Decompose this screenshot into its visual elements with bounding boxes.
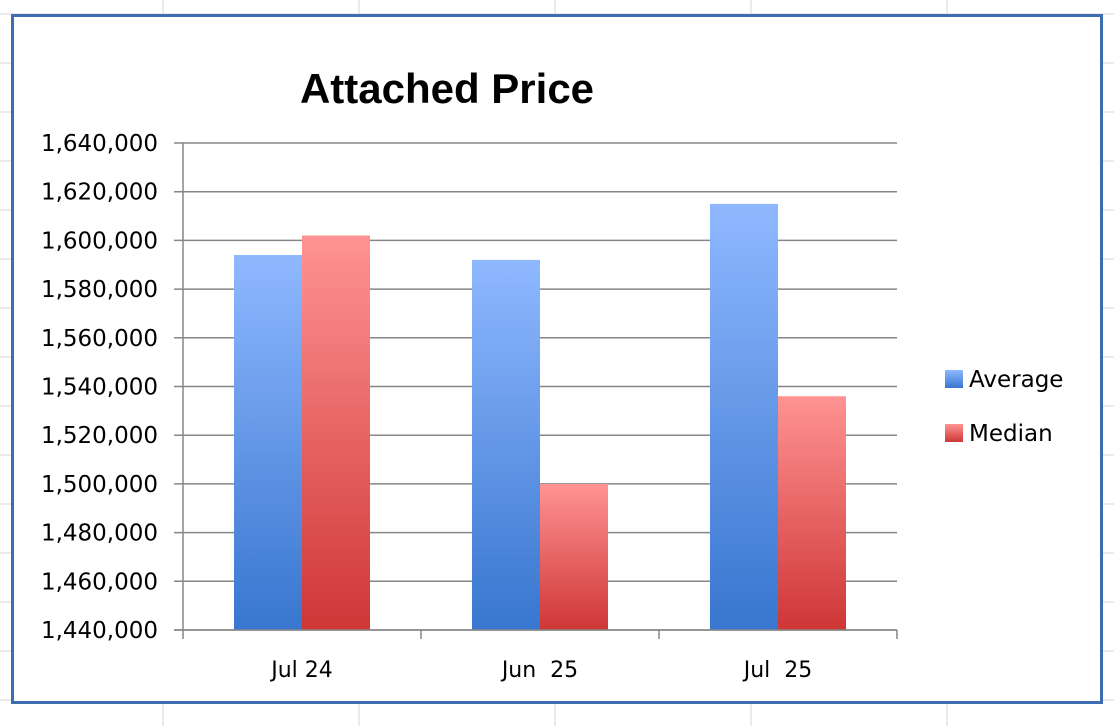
bar-median-2[interactable]: [778, 396, 846, 630]
y-tick-label: 1,580,000: [41, 277, 158, 303]
legend-swatch-average: [945, 370, 963, 388]
y-tick-label: 1,520,000: [41, 423, 158, 449]
y-tick-label: 1,440,000: [41, 618, 158, 644]
bar-median-1[interactable]: [540, 483, 608, 630]
y-tick-label: 1,460,000: [41, 569, 158, 595]
axes: [174, 143, 898, 639]
x-category-label: Jun 25: [500, 658, 578, 683]
legend-label-median: Median: [969, 421, 1053, 447]
bar-average-2[interactable]: [710, 203, 778, 630]
y-tick-label: 1,540,000: [41, 375, 158, 401]
x-category-label: Jul 25: [742, 658, 813, 683]
bar-average-1[interactable]: [472, 259, 540, 630]
x-axis-category-labels: Jul 24 Jun 25 Jul 25: [269, 658, 812, 683]
bar-average-0[interactable]: [234, 255, 302, 630]
bar-median-0[interactable]: [302, 235, 370, 630]
legend-swatch-median: [945, 424, 963, 442]
y-tick-label: 1,620,000: [41, 180, 158, 206]
y-tick-label: 1,500,000: [41, 472, 158, 498]
y-axis-tick-labels: 1,640,000 1,620,000 1,600,000 1,580,000 1,56…: [41, 131, 158, 644]
x-category-label: Jul 24: [269, 658, 333, 683]
chart-title: Attached Price: [300, 65, 594, 112]
bars: [234, 203, 846, 630]
y-tick-label: 1,480,000: [41, 521, 158, 547]
legend-label-average: Average: [969, 367, 1063, 393]
y-tick-label: 1,640,000: [41, 131, 158, 157]
y-tick-label: 1,600,000: [41, 228, 158, 254]
y-tick-label: 1,560,000: [41, 326, 158, 352]
legend: Average Median: [945, 367, 1063, 447]
